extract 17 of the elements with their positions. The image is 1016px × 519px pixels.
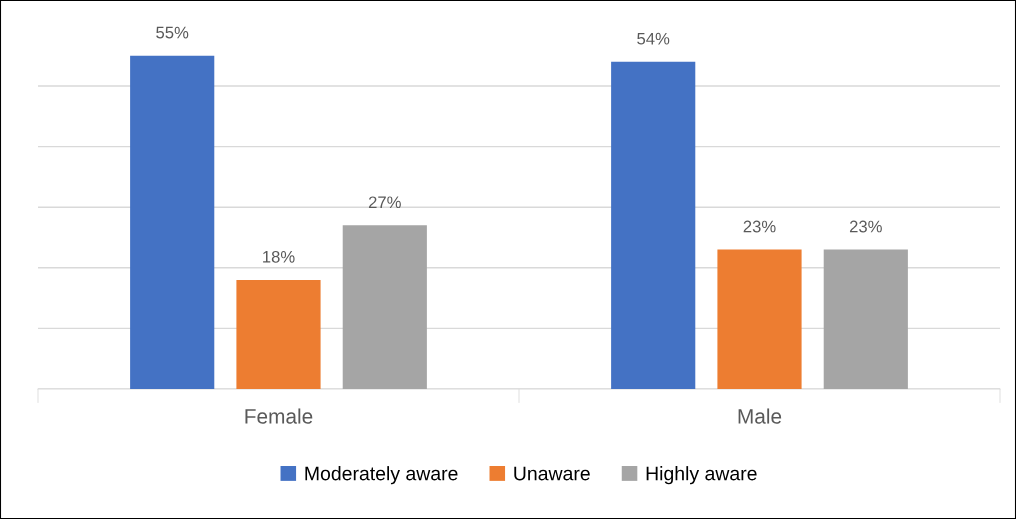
x-tick-label: Female — [245, 408, 313, 424]
legend-label: Highly aware — [646, 466, 757, 485]
bar — [717, 249, 802, 389]
data-label: 18% — [263, 250, 295, 263]
x-tick-label: Male — [738, 408, 782, 424]
data-label: 23% — [743, 220, 776, 233]
data-label: 54% — [637, 32, 670, 45]
bar — [236, 279, 321, 389]
bar — [130, 55, 215, 389]
legend-label: Moderately aware — [305, 466, 458, 485]
data-label: 27% — [368, 196, 401, 209]
bar — [823, 249, 908, 389]
bar — [611, 61, 696, 389]
legend-label: Unaware — [514, 466, 590, 481]
bar — [342, 225, 427, 389]
data-label: 23% — [849, 220, 882, 233]
data-label: 55% — [156, 26, 189, 39]
